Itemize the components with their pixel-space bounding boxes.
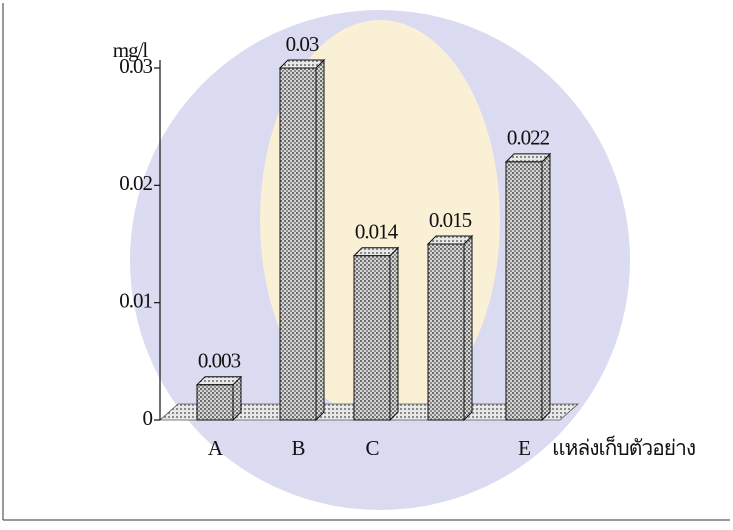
x-tick-label: C: [365, 436, 378, 460]
value-label: 0.003: [198, 349, 241, 373]
bar-side: [315, 58, 325, 422]
bar-top: [278, 59, 326, 69]
bar-top: [195, 376, 243, 386]
bar-top: [504, 153, 552, 163]
y-tick-label: 0.01: [119, 288, 152, 312]
x-tick-label: A: [208, 436, 224, 460]
x-tick-label: B: [291, 436, 304, 460]
x-axis-label: แหล่งเก็บตัวอย่าง: [552, 434, 695, 460]
value-label: 0.015: [429, 208, 472, 232]
y-tick-label: 0.03: [119, 54, 152, 78]
value-label: 0.022: [507, 126, 550, 150]
bar-side: [389, 246, 399, 422]
bar-top: [352, 247, 400, 257]
value-label: 0.014: [355, 220, 399, 244]
bar: [279, 67, 317, 421]
bar-side: [463, 234, 473, 422]
bar: [427, 243, 465, 421]
bar: [353, 255, 391, 421]
y-tick-label: 0: [143, 406, 153, 430]
bar: [505, 161, 543, 421]
bar: [196, 384, 234, 421]
y-axis-label: mg/l: [113, 38, 149, 62]
x-tick-label: E: [518, 436, 530, 460]
y-tick-label: 0.02: [119, 171, 152, 195]
bar-side: [541, 152, 551, 422]
bar-top: [426, 235, 474, 245]
value-label: 0.03: [286, 32, 319, 56]
